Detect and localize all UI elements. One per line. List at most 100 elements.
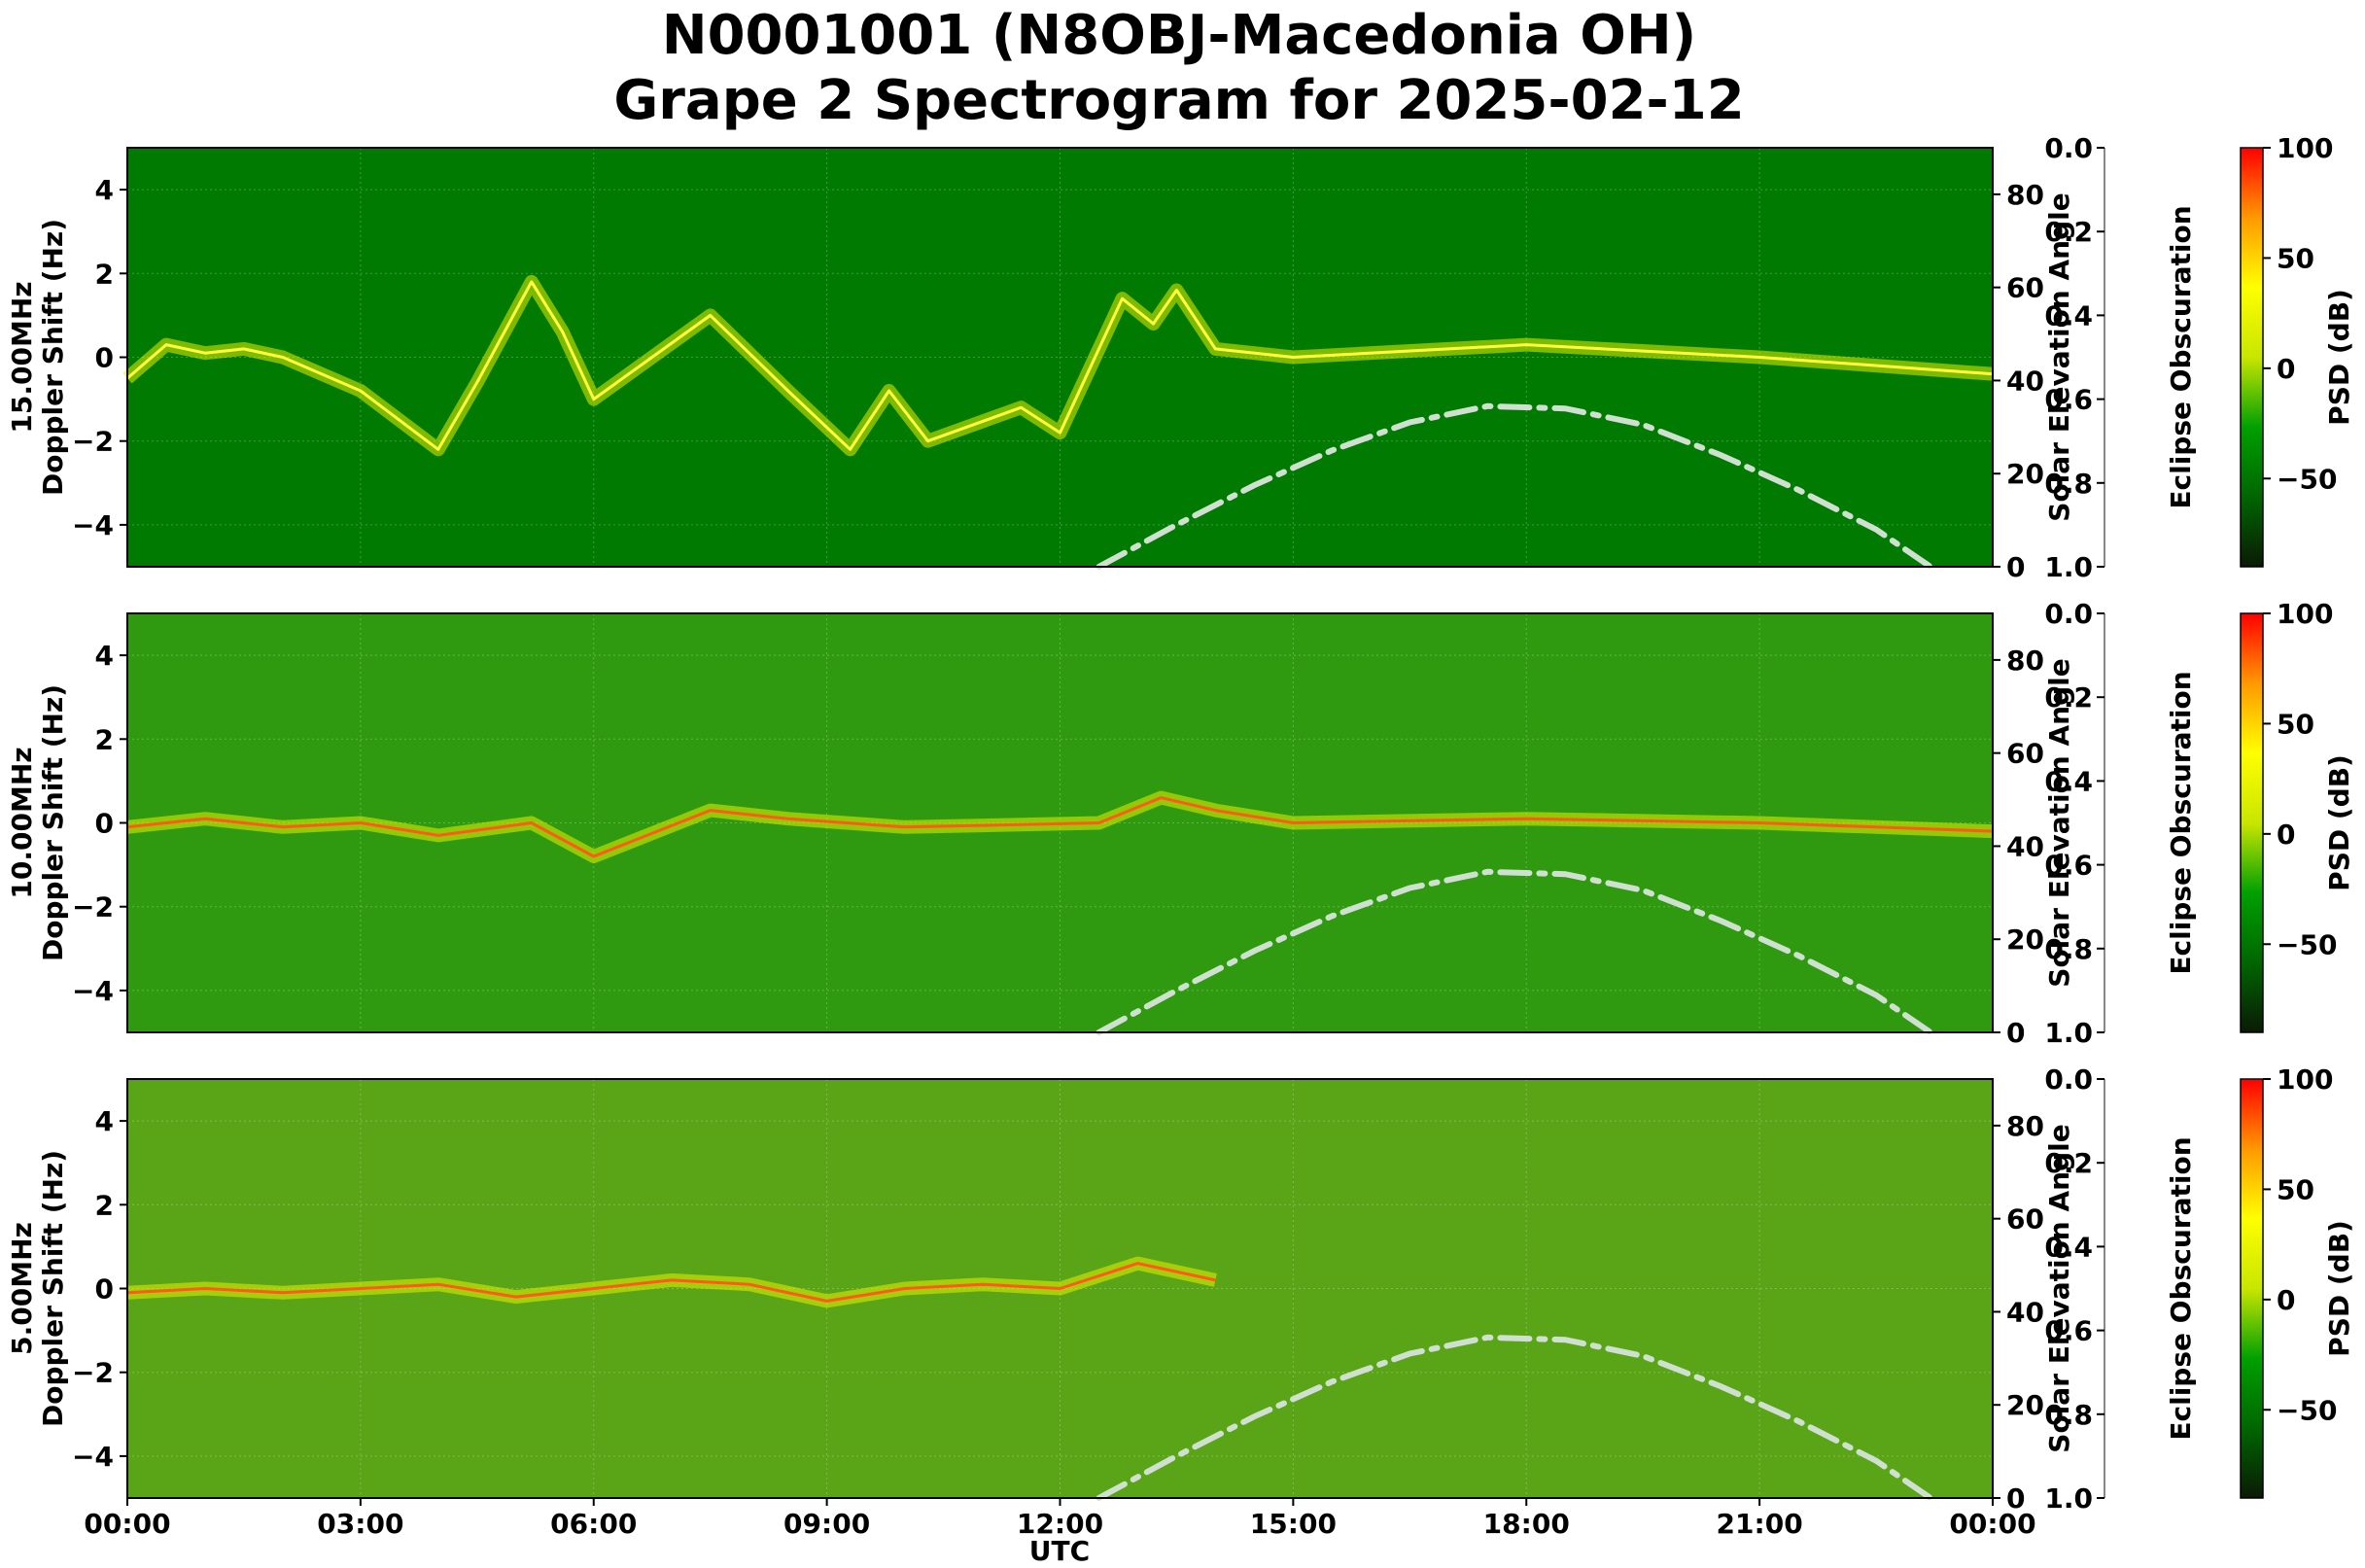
panel-frequency-label: 15.00MHz bbox=[6, 281, 38, 433]
colorbar-label: PSD (dB) bbox=[2323, 289, 2355, 426]
colorbar-tick-label: −50 bbox=[2277, 928, 2337, 960]
spectrogram-panels: 420−2−415.00MHz Doppler Shift (Hz)0204060… bbox=[6, 132, 2355, 1515]
colorbar bbox=[2240, 1078, 2264, 1499]
eclipse-axis-label: Eclipse Obscuration bbox=[2165, 1136, 2197, 1440]
eclipse-axis-label: Eclipse Obscuration bbox=[2165, 205, 2197, 508]
colorbar-tick-label: −50 bbox=[2277, 463, 2337, 495]
elevation-tick-label: 60 bbox=[2006, 738, 2044, 770]
elevation-tick-label: 60 bbox=[2006, 1203, 2044, 1236]
panel-frequency-label: 5.00MHz bbox=[6, 1222, 38, 1355]
eclipse-tick-label: 1.0 bbox=[2044, 1482, 2093, 1515]
x-tick-label: 15:00 bbox=[1250, 1508, 1337, 1540]
eclipse-tick-label: 0.6 bbox=[2044, 384, 2093, 416]
x-tick-label: 21:00 bbox=[1717, 1508, 1803, 1540]
y-tick-label: −2 bbox=[72, 426, 114, 458]
y-tick-label: −4 bbox=[72, 975, 114, 1007]
elevation-tick-label: 0 bbox=[2006, 1482, 2025, 1515]
eclipse-tick-label: 0.8 bbox=[2044, 1399, 2093, 1431]
elevation-tick-label: 40 bbox=[2006, 830, 2044, 862]
colorbar-tick-label: 100 bbox=[2277, 1063, 2333, 1096]
elevation-tick-label: 0 bbox=[2006, 1017, 2025, 1049]
figure-title-line2: Grape 2 Spectrogram for 2025-02-12 bbox=[613, 69, 1744, 132]
y-tick-label: −2 bbox=[72, 1357, 114, 1389]
y-tick-label: 4 bbox=[95, 640, 114, 672]
x-axis-label: UTC bbox=[1029, 1535, 1090, 1567]
colorbar-tick-label: 0 bbox=[2277, 353, 2295, 385]
y-tick-label: 0 bbox=[95, 342, 114, 374]
elevation-tick-label: 20 bbox=[2006, 458, 2044, 490]
panel-10.00MHz: 420−2−410.00MHz Doppler Shift (Hz)0204060… bbox=[6, 598, 2355, 1049]
x-tick-label: 09:00 bbox=[783, 1508, 870, 1540]
colorbar-tick-label: 50 bbox=[2277, 708, 2314, 740]
x-tick-label: 06:00 bbox=[550, 1508, 637, 1540]
eclipse-tick-label: 0.4 bbox=[2044, 765, 2093, 797]
elevation-tick-label: 20 bbox=[2006, 1389, 2044, 1421]
doppler-trace bbox=[126, 280, 1994, 451]
elevation-axis-label: Solar Elevation Angle bbox=[2043, 1124, 2075, 1452]
panel-15.00MHz: 420−2−415.00MHz Doppler Shift (Hz)0204060… bbox=[6, 132, 2355, 583]
colorbar-tick-label: 50 bbox=[2277, 242, 2314, 274]
y-axis-label: Doppler Shift (Hz) bbox=[37, 684, 69, 961]
colorbar-label: PSD (dB) bbox=[2323, 754, 2355, 891]
y-tick-label: 4 bbox=[95, 1105, 114, 1137]
colorbar bbox=[2240, 147, 2264, 568]
x-axis-labels: 00:00 03:00 06:00 09:00 12:00 15:00 18:00 21:00… bbox=[84, 1498, 2036, 1540]
elevation-tick-label: 40 bbox=[2006, 1296, 2044, 1328]
x-tick-label: 00:00 bbox=[84, 1508, 170, 1540]
y-tick-label: −4 bbox=[72, 509, 114, 541]
x-tick-label: 18:00 bbox=[1483, 1508, 1570, 1540]
elevation-axis-label: Solar Elevation Angle bbox=[2043, 192, 2075, 521]
elevation-tick-label: 60 bbox=[2006, 272, 2044, 304]
solar-elevation-curve bbox=[1096, 402, 1933, 570]
solar-elevation-curve bbox=[1096, 1334, 1933, 1501]
y-tick-label: −2 bbox=[72, 891, 114, 923]
y-tick-label: −4 bbox=[72, 1441, 114, 1473]
solar-elevation-curve bbox=[1096, 868, 1933, 1035]
x-tick-label: 12:00 bbox=[1017, 1508, 1103, 1540]
elevation-tick-label: 80 bbox=[2006, 179, 2044, 211]
y-tick-label: 0 bbox=[95, 808, 114, 840]
y-axis-label: Doppler Shift (Hz) bbox=[37, 1150, 69, 1427]
eclipse-tick-label: 0.0 bbox=[2044, 132, 2093, 164]
doppler-trace bbox=[126, 1262, 1216, 1303]
eclipse-tick-label: 0.4 bbox=[2044, 1231, 2093, 1263]
eclipse-tick-label: 0.8 bbox=[2044, 933, 2093, 965]
y-tick-label: 2 bbox=[95, 723, 114, 755]
y-tick-label: 0 bbox=[95, 1273, 114, 1306]
figure-title-line1: N0001001 (N8OBJ-Macedonia OH) bbox=[662, 4, 1697, 67]
eclipse-tick-label: 0.2 bbox=[2044, 681, 2093, 714]
y-tick-label: 2 bbox=[95, 1189, 114, 1221]
eclipse-tick-label: 0.6 bbox=[2044, 1315, 2093, 1347]
colorbar-tick-label: −50 bbox=[2277, 1394, 2337, 1426]
y-tick-label: 4 bbox=[95, 174, 114, 206]
x-tick-label: 00:00 bbox=[1949, 1508, 2035, 1540]
eclipse-tick-label: 0.0 bbox=[2044, 1063, 2093, 1096]
colorbar-tick-label: 100 bbox=[2277, 132, 2333, 164]
eclipse-tick-label: 0.0 bbox=[2044, 598, 2093, 630]
eclipse-axis-label: Eclipse Obscuration bbox=[2165, 671, 2197, 974]
elevation-tick-label: 20 bbox=[2006, 923, 2044, 956]
colorbar-tick-label: 50 bbox=[2277, 1173, 2314, 1205]
colorbar bbox=[2240, 612, 2264, 1033]
eclipse-tick-label: 0.6 bbox=[2044, 850, 2093, 882]
elevation-tick-label: 80 bbox=[2006, 1110, 2044, 1142]
elevation-axis-label: Solar Elevation Angle bbox=[2043, 658, 2075, 987]
panel-5.00MHz: 420−2−45.00MHz Doppler Shift (Hz)02040608… bbox=[6, 1063, 2355, 1515]
eclipse-tick-label: 0.2 bbox=[2044, 216, 2093, 248]
y-axis-label: Doppler Shift (Hz) bbox=[37, 219, 69, 496]
eclipse-tick-label: 1.0 bbox=[2044, 551, 2093, 583]
colorbar-tick-label: 0 bbox=[2277, 819, 2295, 851]
doppler-trace bbox=[126, 796, 1994, 858]
colorbar-tick-label: 0 bbox=[2277, 1284, 2295, 1316]
panel-frequency-label: 10.00MHz bbox=[6, 747, 38, 898]
colorbar-tick-label: 100 bbox=[2277, 598, 2333, 630]
eclipse-tick-label: 1.0 bbox=[2044, 1017, 2093, 1049]
eclipse-tick-label: 0.2 bbox=[2044, 1147, 2093, 1179]
colorbar-label: PSD (dB) bbox=[2323, 1220, 2355, 1357]
x-tick-label: 03:00 bbox=[317, 1508, 403, 1540]
elevation-tick-label: 80 bbox=[2006, 645, 2044, 677]
elevation-tick-label: 0 bbox=[2006, 551, 2025, 583]
elevation-tick-label: 40 bbox=[2006, 365, 2044, 397]
eclipse-tick-label: 0.4 bbox=[2044, 299, 2093, 331]
